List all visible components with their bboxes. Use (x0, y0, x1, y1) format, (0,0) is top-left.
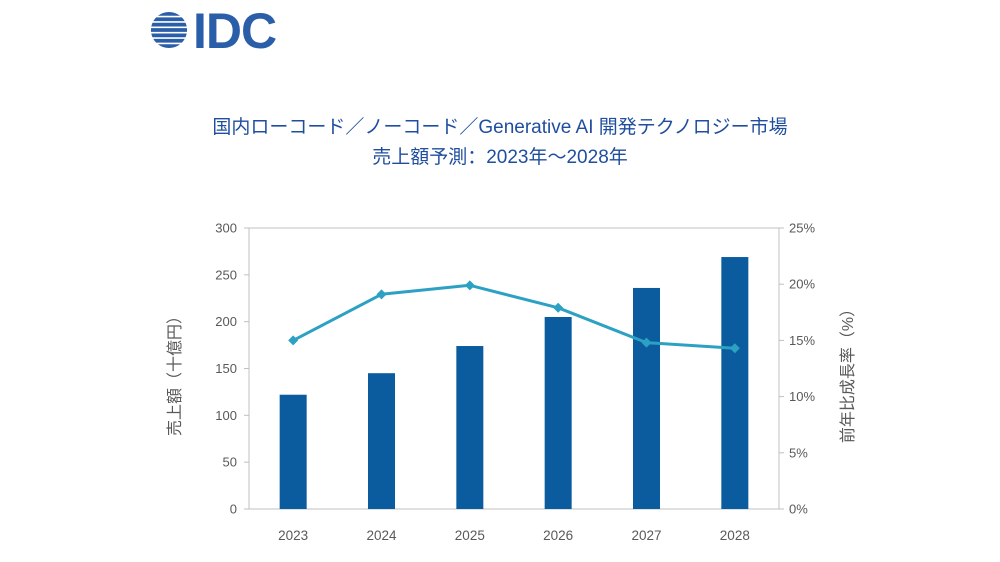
line-series (288, 280, 740, 354)
bar-2026 (544, 316, 572, 509)
chart-title: 国内ローコード／ノーコード／Generative AI 開発テクノロジー市場 (212, 117, 788, 138)
x-tick-label: 2025 (455, 528, 485, 543)
y2-tick-label: 25% (789, 221, 815, 236)
bar-series (279, 257, 749, 509)
growth-marker-2024 (376, 289, 387, 300)
plot-area (248, 227, 780, 510)
growth-marker-2026 (553, 302, 564, 313)
bar-2024 (368, 373, 395, 509)
y2-tick-label: 15% (789, 333, 815, 348)
growth-marker-2025 (464, 280, 475, 291)
bar-2027 (633, 287, 660, 509)
bar-2028 (721, 257, 749, 509)
growth-rate-line (292, 283, 735, 350)
y-axis-right: 0% 5% 10% 15% 20% 25% (779, 221, 815, 517)
bar-2025 (456, 346, 484, 509)
growth-marker-2028 (729, 343, 740, 354)
idc-logo-text: IDC (193, 3, 277, 59)
y-axis-title: 売上額（十億円） (166, 308, 184, 436)
y-tick-label: 100 (215, 408, 237, 423)
x-tick-label: 2024 (366, 528, 397, 543)
y-tick-label: 150 (215, 361, 237, 376)
y2-tick-label: 0% (789, 502, 808, 517)
growth-marker-2027 (641, 337, 652, 348)
y2-tick-label: 10% (789, 389, 815, 404)
chart-subtitle: 売上額予測：2023年～2028年 (372, 147, 628, 168)
y-tick-label: 200 (215, 314, 237, 329)
x-tick-label: 2027 (631, 528, 661, 543)
x-axis: 2023 2024 2025 2026 2027 2028 (278, 528, 750, 543)
x-tick-label: 2023 (278, 528, 308, 543)
x-tick-label: 2028 (720, 528, 750, 543)
y-axis-left: 0 50 100 150 200 250 300 (215, 221, 249, 517)
y2-tick-label: 20% (789, 277, 815, 292)
y-tick-label: 0 (230, 502, 237, 517)
bar-2023 (279, 394, 307, 509)
growth-marker-2023 (288, 335, 299, 346)
y-tick-label: 300 (215, 221, 237, 236)
y-tick-label: 50 (223, 455, 237, 470)
y2-tick-label: 5% (789, 445, 808, 460)
y2-axis-title: 前年比成長率（%） (839, 301, 857, 443)
idc-globe-icon (150, 11, 188, 49)
y-tick-label: 250 (215, 267, 237, 282)
x-tick-label: 2026 (543, 528, 573, 543)
